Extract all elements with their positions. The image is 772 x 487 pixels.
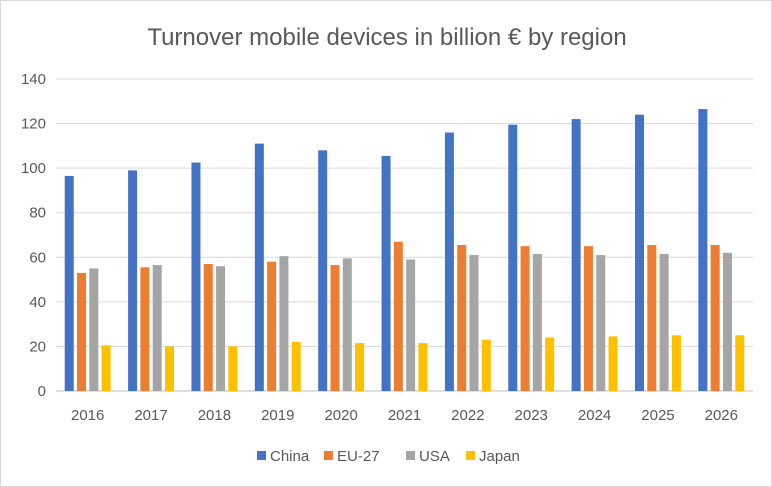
- bar-china-2018: [191, 162, 201, 391]
- x-tick-label: 2021: [388, 407, 421, 424]
- bar-eu-27-2020: [330, 265, 340, 391]
- bar-eu-27-2018: [203, 263, 213, 391]
- bar-japan-2023: [545, 337, 555, 391]
- bar-japan-2019: [291, 341, 301, 391]
- bar-usa-2016: [89, 268, 99, 391]
- legend-label: EU-27: [337, 448, 380, 465]
- bar-china-2017: [128, 170, 138, 391]
- bar-usa-2025: [659, 253, 669, 391]
- bar-usa-2026: [722, 252, 732, 391]
- x-tick-label: 2019: [261, 407, 294, 424]
- y-tick-label: 60: [29, 249, 46, 266]
- bar-japan-2020: [355, 343, 365, 391]
- x-tick-label: 2025: [641, 407, 674, 424]
- bar-usa-2021: [406, 259, 416, 391]
- bar-usa-2017: [152, 265, 162, 391]
- bar-japan-2026: [735, 335, 745, 391]
- bar-eu-27-2017: [140, 267, 150, 391]
- x-tick-label: 2020: [324, 407, 357, 424]
- legend-label: China: [270, 448, 310, 465]
- bar-china-2025: [635, 114, 644, 391]
- y-tick-label: 80: [29, 205, 46, 222]
- bar-usa-2023: [532, 253, 542, 391]
- bar-japan-2024: [608, 336, 618, 391]
- bar-eu-27-2025: [647, 245, 657, 391]
- bar-china-2026: [698, 109, 708, 391]
- x-tick-label: 2023: [515, 407, 548, 424]
- bar-china-2022: [444, 132, 454, 392]
- legend-swatch-eu-27: [324, 451, 333, 460]
- chart-title: Turnover mobile devices in billion € by …: [147, 24, 626, 51]
- x-tick-label: 2018: [198, 407, 231, 424]
- y-tick-label: 40: [29, 294, 46, 311]
- bar-usa-2019: [279, 256, 289, 391]
- bar-china-2016: [64, 175, 74, 391]
- bar-japan-2021: [418, 343, 428, 391]
- x-tick-label: 2016: [71, 407, 104, 424]
- bar-japan-2016: [101, 345, 111, 391]
- bar-china-2020: [318, 150, 328, 391]
- bar-japan-2018: [228, 346, 238, 391]
- y-tick-label: 20: [29, 338, 46, 355]
- bar-china-2023: [508, 124, 518, 391]
- bar-usa-2018: [216, 266, 226, 391]
- bar-eu-27-2026: [710, 245, 720, 391]
- y-tick-label: 0: [38, 383, 46, 400]
- legend-label: Japan: [479, 448, 520, 465]
- x-tick-label: 2022: [451, 407, 484, 424]
- bar-eu-27-2022: [457, 245, 467, 391]
- legend-swatch-china: [257, 451, 266, 460]
- legend-label: USA: [419, 448, 450, 465]
- x-tick-label: 2024: [578, 407, 611, 424]
- bar-usa-2024: [596, 255, 606, 391]
- legend-swatch-japan: [466, 451, 475, 460]
- bar-eu-27-2019: [267, 261, 277, 391]
- bar-eu-27-2016: [77, 272, 87, 391]
- y-axis-ticks: 0 20 40 60 80 100 120 140: [21, 71, 46, 400]
- bar-japan-2017: [165, 346, 174, 391]
- bar-usa-2020: [342, 258, 352, 391]
- legend: China EU-27 USA Japan: [257, 448, 520, 465]
- x-axis-ticks: 2016 2017 2018 2019 2020 2021 2022 2023 2024 2025…: [71, 407, 738, 424]
- legend-swatch-usa: [406, 451, 415, 460]
- bar-japan-2025: [671, 335, 681, 391]
- bar-china-2024: [571, 119, 581, 392]
- bar-usa-2022: [469, 255, 479, 391]
- y-tick-label: 120: [21, 116, 46, 133]
- y-tick-label: 140: [21, 71, 46, 88]
- bars: [64, 109, 745, 392]
- bar-china-2019: [254, 143, 264, 391]
- y-tick-label: 100: [21, 160, 46, 177]
- bar-china-2021: [381, 155, 391, 391]
- bar-eu-27-2021: [393, 241, 403, 391]
- x-tick-label: 2017: [134, 407, 167, 424]
- x-tick-label: 2026: [705, 407, 738, 424]
- gridlines: [56, 78, 753, 392]
- bar-japan-2022: [481, 339, 491, 391]
- bar-eu-27-2023: [520, 246, 530, 391]
- bar-eu-27-2024: [583, 246, 593, 391]
